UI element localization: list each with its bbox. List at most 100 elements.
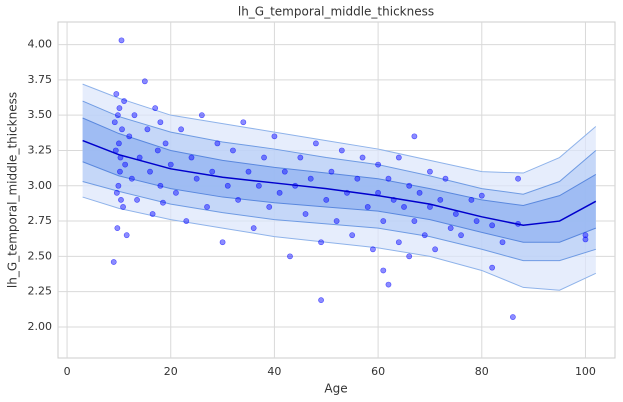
data-point: [338, 147, 345, 154]
data-point: [193, 175, 200, 182]
x-tick-label: 80: [475, 365, 489, 378]
y-tick-label: 3.25: [28, 143, 53, 156]
data-point: [167, 161, 174, 168]
data-point: [333, 218, 340, 224]
data-point: [328, 168, 335, 175]
data-point: [287, 253, 293, 260]
data-point: [359, 154, 366, 161]
y-tick-label: 2.00: [28, 320, 53, 333]
data-point: [152, 105, 159, 112]
data-point: [118, 196, 124, 203]
data-point: [427, 168, 433, 175]
data-point: [364, 204, 371, 210]
data-point: [149, 211, 156, 217]
data-point: [406, 182, 413, 189]
data-point: [235, 196, 242, 203]
data-point: [406, 253, 413, 260]
data-point: [255, 182, 262, 189]
data-point: [281, 168, 288, 175]
x-tick-label: 20: [164, 365, 178, 378]
data-point: [354, 175, 361, 182]
y-tick-label: 3.50: [28, 108, 53, 121]
data-point: [349, 232, 356, 239]
data-point: [297, 154, 304, 161]
data-point: [116, 140, 122, 147]
data-point: [126, 133, 133, 140]
data-point: [120, 204, 126, 210]
y-tick-label: 2.50: [28, 249, 53, 262]
data-point: [113, 91, 120, 97]
x-tick-label: 100: [575, 365, 596, 378]
data-point: [302, 211, 309, 217]
data-point: [224, 182, 231, 189]
y-tick-label: 2.25: [28, 285, 53, 298]
data-point: [261, 154, 267, 161]
data-point: [385, 281, 392, 288]
data-point: [499, 239, 506, 246]
y-tick-label: 4.00: [28, 38, 53, 51]
data-point: [312, 140, 319, 147]
centile-line: [82, 161, 597, 243]
data-point: [452, 211, 459, 217]
data-point: [437, 196, 444, 203]
data-point: [416, 189, 423, 196]
centile-line: [82, 181, 596, 262]
data-point: [271, 133, 278, 140]
data-point: [245, 168, 252, 175]
x-axis-label: Age: [324, 382, 347, 396]
data-point: [209, 168, 216, 175]
data-point: [385, 175, 392, 182]
data-point: [113, 189, 120, 196]
data-point: [115, 182, 122, 189]
data-point: [515, 175, 521, 182]
y-tick-label: 2.75: [28, 214, 53, 227]
data-point: [468, 196, 475, 203]
data-point: [370, 246, 376, 253]
data-point: [117, 168, 123, 175]
data-point: [380, 218, 387, 224]
data-point: [432, 246, 439, 253]
data-point: [119, 126, 125, 133]
data-point: [122, 161, 129, 168]
data-point: [188, 154, 195, 161]
data-point: [183, 218, 190, 224]
data-point: [395, 239, 402, 246]
data-point: [318, 297, 324, 304]
centile-band: [82, 118, 596, 243]
data-point: [489, 264, 496, 271]
data-point: [131, 112, 138, 119]
x-tick-label: 60: [371, 365, 385, 378]
centile-line: [82, 100, 597, 195]
data-point: [307, 175, 314, 182]
data-point: [375, 161, 382, 168]
data-point: [401, 204, 407, 210]
data-point: [144, 126, 151, 133]
data-point: [157, 182, 164, 189]
data-point: [411, 133, 418, 140]
data-point: [582, 236, 589, 243]
data-point: [380, 267, 387, 274]
x-tick-label: 40: [267, 365, 281, 378]
data-point: [111, 119, 118, 126]
data-point: [276, 189, 283, 196]
data-point: [219, 239, 226, 246]
data-point: [230, 147, 236, 154]
chart-title: lh_G_temporal_middle_thickness: [238, 5, 434, 19]
data-point: [121, 98, 127, 104]
y-tick-label: 3.00: [28, 179, 53, 192]
data-point: [198, 112, 205, 119]
data-point: [458, 232, 464, 239]
data-point: [411, 218, 418, 224]
data-point: [128, 175, 135, 182]
data-point: [160, 199, 166, 206]
data-point: [147, 168, 153, 175]
data-point: [178, 126, 185, 133]
data-point: [442, 175, 449, 182]
data-point: [141, 78, 148, 85]
data-point: [114, 225, 121, 232]
centile-line: [82, 117, 597, 207]
data-point: [173, 189, 179, 196]
centile-line: [82, 196, 597, 291]
data-point: [162, 140, 169, 147]
